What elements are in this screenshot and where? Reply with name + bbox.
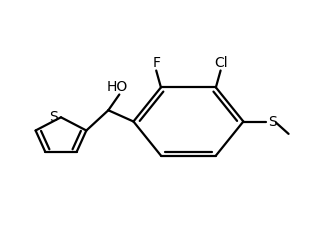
Text: HO: HO [107, 80, 128, 94]
Text: S: S [268, 115, 277, 128]
Text: F: F [152, 56, 160, 70]
Text: Cl: Cl [214, 56, 227, 70]
Text: S: S [49, 110, 57, 124]
